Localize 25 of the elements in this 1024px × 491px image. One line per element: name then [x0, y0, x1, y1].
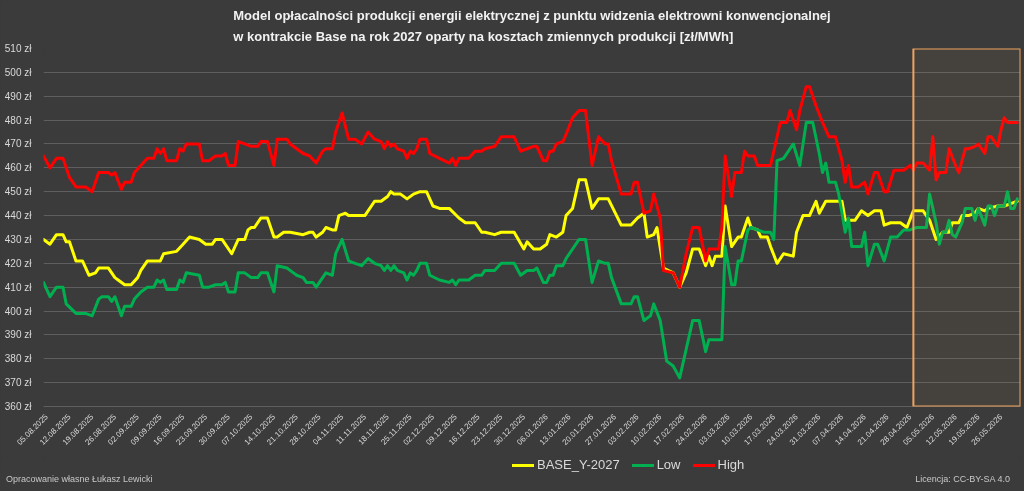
- line-series: [43, 120, 1019, 380]
- y-tick-label: 460 zł: [4, 162, 33, 174]
- y-tick-label: 390 zł: [4, 329, 33, 341]
- y-tick-label: 400 zł: [4, 305, 33, 317]
- y-tick-label: 410 zł: [4, 281, 33, 293]
- legend-label: BASE_Y-2027: [537, 457, 620, 472]
- y-tick-label: 510 zł: [4, 43, 33, 54]
- y-tick-label: 490 zł: [4, 90, 33, 102]
- legend-label: High: [717, 457, 745, 472]
- y-tick-label: 370 zł: [4, 377, 33, 389]
- line-series: [43, 178, 1019, 289]
- line-series: [43, 85, 1019, 289]
- text: Licencja: CC-BY-SA 4.0: [915, 473, 1010, 485]
- y-tick-label: 500 zł: [4, 66, 33, 78]
- y-tick-label: 450 zł: [4, 186, 33, 198]
- y-tick-label: 360 zł: [4, 401, 33, 412]
- text: Opracowanie własne Łukasz Lewicki: [6, 473, 153, 485]
- y-tick-label: 480 zł: [4, 114, 33, 126]
- y-tick-label: 430 zł: [4, 233, 33, 245]
- y-tick-label: 470 zł: [4, 138, 33, 150]
- y-tick-label: 420 zł: [4, 257, 33, 269]
- y-tick-label: 440 zł: [4, 210, 33, 222]
- chart-title: Model opłacalności produkcji energii elektrycznej z punktu widzenia elektrowni konwencjonalnej w kontrakcie Base na rok 2027 oparty na kosztach zmiennych produkcji [zł/MWh]: [232, 8, 831, 44]
- y-tick-label: 380 zł: [4, 353, 33, 365]
- legend-label: Low: [656, 457, 681, 472]
